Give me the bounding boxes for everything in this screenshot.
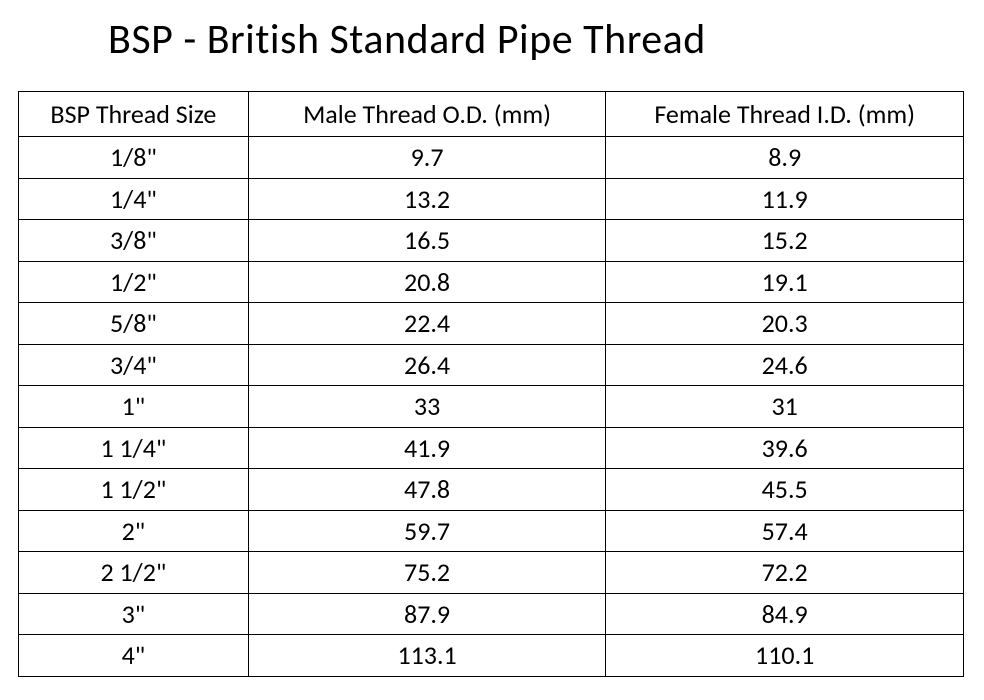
- cell-male-od: 75.2: [248, 552, 606, 594]
- cell-size: 5/8": [19, 303, 249, 345]
- cell-size: 1 1/4": [19, 427, 249, 469]
- cell-male-od: 20.8: [248, 261, 606, 303]
- table-row: 1 1/4" 41.9 39.6: [19, 427, 964, 469]
- cell-size: 2 1/2": [19, 552, 249, 594]
- cell-size: 1 1/2": [19, 469, 249, 511]
- cell-female-id: 24.6: [606, 344, 964, 386]
- col-header-female-id: Female Thread I.D. (mm): [606, 92, 964, 137]
- cell-size: 1/4": [19, 178, 249, 220]
- cell-female-id: 72.2: [606, 552, 964, 594]
- cell-size: 3/4": [19, 344, 249, 386]
- cell-size: 3": [19, 593, 249, 635]
- cell-male-od: 47.8: [248, 469, 606, 511]
- cell-male-od: 33: [248, 386, 606, 428]
- table-header-row: BSP Thread Size Male Thread O.D. (mm) Fe…: [19, 92, 964, 137]
- cell-male-od: 16.5: [248, 220, 606, 262]
- cell-size: 2": [19, 510, 249, 552]
- table-row: 4" 113.1 110.1: [19, 635, 964, 677]
- table-body: 1/8" 9.7 8.9 1/4" 13.2 11.9 3/8" 16.5 15…: [19, 137, 964, 677]
- page-title: BSP - British Standard Pipe Thread: [108, 14, 966, 65]
- table-row: 2" 59.7 57.4: [19, 510, 964, 552]
- table-row: 1/4" 13.2 11.9: [19, 178, 964, 220]
- cell-male-od: 113.1: [248, 635, 606, 677]
- cell-female-id: 84.9: [606, 593, 964, 635]
- table-row: 2 1/2" 75.2 72.2: [19, 552, 964, 594]
- cell-female-id: 57.4: [606, 510, 964, 552]
- cell-male-od: 22.4: [248, 303, 606, 345]
- cell-female-id: 45.5: [606, 469, 964, 511]
- bsp-thread-table: BSP Thread Size Male Thread O.D. (mm) Fe…: [18, 91, 964, 677]
- col-header-size: BSP Thread Size: [19, 92, 249, 137]
- col-header-male-od: Male Thread O.D. (mm): [248, 92, 606, 137]
- table-row: 3/8" 16.5 15.2: [19, 220, 964, 262]
- cell-female-id: 15.2: [606, 220, 964, 262]
- table-row: 1 1/2" 47.8 45.5: [19, 469, 964, 511]
- cell-male-od: 87.9: [248, 593, 606, 635]
- cell-size: 1": [19, 386, 249, 428]
- cell-size: 1/8": [19, 137, 249, 179]
- cell-male-od: 9.7: [248, 137, 606, 179]
- cell-male-od: 41.9: [248, 427, 606, 469]
- cell-female-id: 110.1: [606, 635, 964, 677]
- cell-size: 3/8": [19, 220, 249, 262]
- table-row: 1/2" 20.8 19.1: [19, 261, 964, 303]
- cell-female-id: 11.9: [606, 178, 964, 220]
- cell-female-id: 39.6: [606, 427, 964, 469]
- cell-male-od: 59.7: [248, 510, 606, 552]
- cell-male-od: 26.4: [248, 344, 606, 386]
- table-row: 1" 33 31: [19, 386, 964, 428]
- table-row: 3" 87.9 84.9: [19, 593, 964, 635]
- cell-size: 4": [19, 635, 249, 677]
- cell-female-id: 31: [606, 386, 964, 428]
- cell-female-id: 20.3: [606, 303, 964, 345]
- table-row: 1/8" 9.7 8.9: [19, 137, 964, 179]
- cell-female-id: 19.1: [606, 261, 964, 303]
- table-row: 5/8" 22.4 20.3: [19, 303, 964, 345]
- cell-male-od: 13.2: [248, 178, 606, 220]
- cell-female-id: 8.9: [606, 137, 964, 179]
- table-row: 3/4" 26.4 24.6: [19, 344, 964, 386]
- cell-size: 1/2": [19, 261, 249, 303]
